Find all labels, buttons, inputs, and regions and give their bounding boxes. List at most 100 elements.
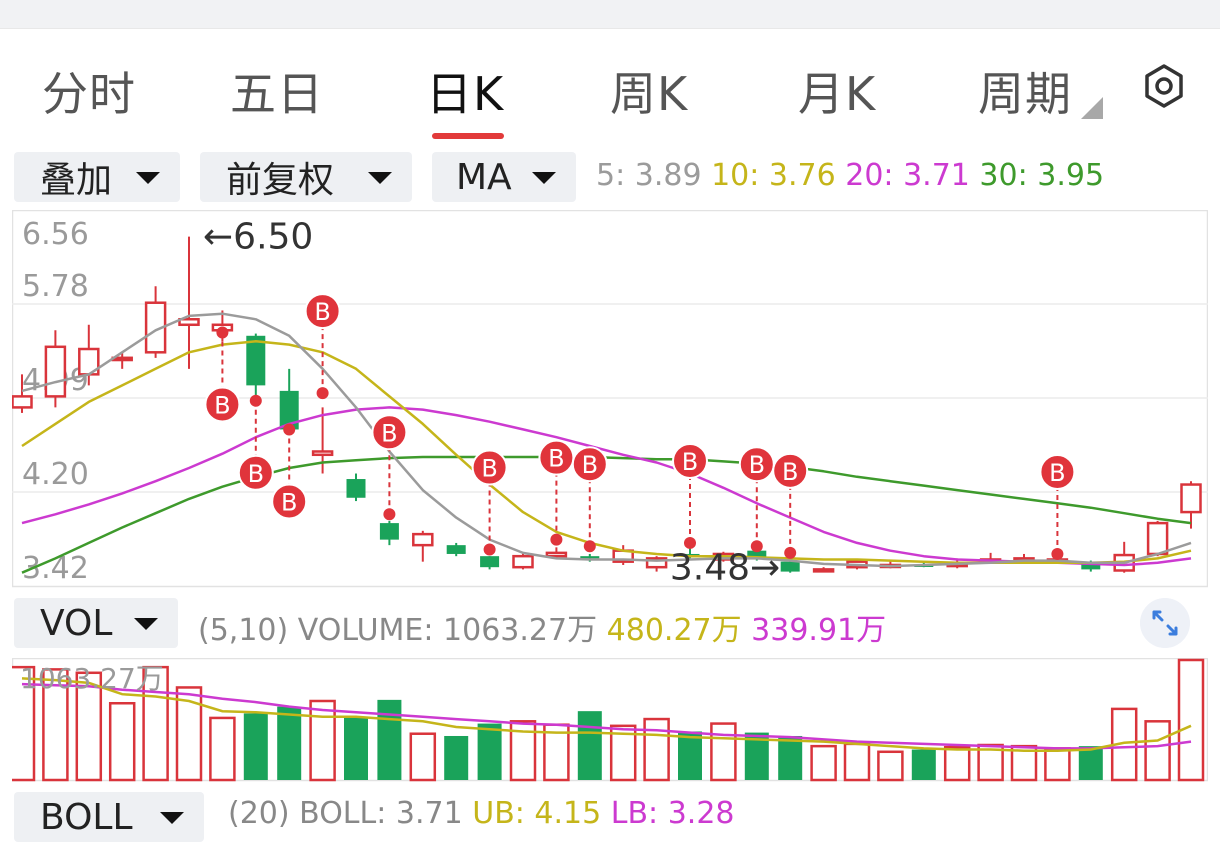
candle-body [44, 345, 67, 398]
tab-daily-k[interactable]: 日K [426, 67, 505, 121]
volume-bar [477, 723, 502, 780]
buy-signal-label: B [582, 451, 598, 479]
tab-five-day[interactable]: 五日 [230, 67, 324, 121]
ma10-value: 10: 3.76 [711, 158, 836, 193]
candle-body [379, 523, 399, 540]
volume-indicator-dropdown[interactable]: VOL [14, 598, 178, 648]
buy-signal-dot [216, 326, 229, 339]
volume-chart[interactable]: 1063.27万 [12, 658, 1208, 782]
status-strip [0, 0, 1220, 29]
ma-legend: 5: 3.89 10: 3.76 20: 3.71 30: 3.95 [596, 158, 1104, 193]
volume-bar [710, 722, 737, 782]
tab-intraday[interactable]: 分时 [42, 67, 136, 121]
volume-bar [877, 750, 904, 782]
price-tick-label: 6.56 [22, 217, 89, 252]
buy-signal-label: B [248, 460, 264, 488]
candle-body [311, 450, 334, 457]
buy-signal-label: B [548, 445, 564, 473]
buy-signal-dot [383, 508, 396, 521]
tab-monthly-k[interactable]: 月K [798, 67, 877, 121]
period-dropdown-corner-icon [1081, 97, 1103, 119]
active-tab-indicator [432, 133, 504, 139]
buy-signal-dot [316, 387, 329, 400]
main-indicator-dropdown[interactable]: MA [432, 152, 576, 202]
volume-ma10-line [21, 682, 1192, 750]
buy-signal-dot [784, 546, 797, 559]
boll-value: BOLL: 3.71 [299, 796, 463, 831]
volume-bar [344, 716, 368, 780]
ma20-line [21, 406, 1192, 567]
tab-period[interactable]: 周期 [978, 67, 1072, 121]
ma5-line [21, 312, 1192, 568]
chevron-down-icon [532, 172, 556, 184]
expand-icon[interactable] [1140, 598, 1190, 648]
overlay-dropdown[interactable]: 叠加 [14, 152, 180, 202]
volume-bar [778, 735, 803, 780]
volume-bar [142, 665, 169, 782]
volume-ma5-value: 480.27万 [606, 613, 742, 648]
candle-body [446, 545, 466, 554]
ma30-line [21, 455, 1192, 574]
buy-signal-label: B [281, 488, 297, 516]
volume-bar [810, 744, 837, 782]
buy-signal-label: B [782, 458, 798, 486]
tab-weekly-k[interactable]: 周K [610, 67, 689, 121]
volume-bar [577, 711, 602, 780]
buy-signal-dot [684, 536, 696, 549]
low-price-annotation: 3.48→ [670, 547, 780, 588]
volume-bar [12, 665, 36, 782]
volume-axis-label: 1063.27万 [20, 662, 164, 695]
candle-body [480, 556, 500, 568]
overlay-label: 叠加 [40, 160, 113, 201]
candle-body [747, 550, 767, 560]
boll-indicator-dropdown[interactable]: BOLL [14, 792, 204, 842]
buy-signal-label: B [481, 455, 497, 483]
buy-signal-badge [772, 452, 809, 489]
candle-body [780, 561, 800, 572]
buy-signal-badge [672, 442, 708, 479]
buy-signal-badge [237, 454, 274, 491]
chevron-down-icon [134, 618, 158, 630]
buy-signal-dot [1051, 547, 1064, 560]
candle-body [545, 551, 568, 558]
candle-body [1081, 563, 1101, 570]
volume-bar [75, 671, 103, 782]
boll-ub-value: UB: 4.15 [472, 796, 602, 831]
candle-body [178, 318, 200, 327]
volume-bar [643, 717, 670, 782]
volume-value: VOLUME: 1063.27万 [297, 613, 598, 648]
boll-lb-value: LB: 3.28 [610, 796, 735, 831]
buy-signal-dot [550, 533, 563, 546]
ma10-line [21, 340, 1192, 565]
volume-bar [309, 699, 336, 782]
boll-indicator-label: BOLL [40, 796, 133, 838]
chevron-down-icon [136, 172, 160, 184]
volume-params: (5,10) [198, 613, 289, 648]
volume-bar [943, 746, 971, 782]
volume-ma10-value: 339.91万 [751, 613, 887, 648]
candle-body [1146, 521, 1169, 556]
period-tabs: 分时 五日 日K 周K 月K 周期 [0, 28, 1220, 148]
price-adjust-dropdown[interactable]: 前复权 [200, 152, 412, 202]
ma5-value: 5: 3.89 [596, 158, 702, 193]
volume-bar [444, 735, 469, 780]
volume-bar [377, 699, 402, 780]
volume-bar [108, 702, 136, 782]
buy-signal-badge [304, 293, 341, 330]
candle-body [246, 335, 266, 386]
buy-signal-label: B [749, 451, 765, 479]
candle-body [1180, 483, 1202, 514]
volume-bar [277, 706, 302, 780]
candle-body [412, 532, 434, 547]
buy-signal-dot [249, 394, 262, 407]
buy-signal-label: B [682, 448, 698, 476]
candle-body [12, 395, 33, 409]
buy-signal-label: B [314, 298, 330, 326]
hexagon-gear-icon[interactable] [1140, 62, 1188, 110]
volume-bar [843, 742, 871, 782]
candle-body [645, 557, 668, 569]
buy-signal-badge [204, 386, 241, 423]
buy-signal-badge [471, 449, 508, 486]
high-price-annotation: ←6.50 [203, 217, 313, 258]
